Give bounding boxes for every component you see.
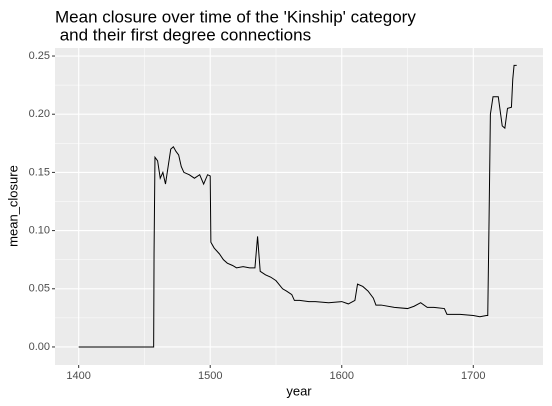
data-line [78,64,517,348]
chart-title: and their first degree connections [55,25,311,44]
x-tick-label: 1500 [198,370,222,382]
x-tick-label: 1400 [66,370,90,382]
y-tick-label: 0.20 [29,108,50,120]
y-tick-label: 0.00 [29,341,50,353]
y-tick-label: 0.15 [29,166,50,178]
y-tick-label: 0.25 [29,50,50,62]
x-tick-label: 1700 [461,370,485,382]
plot-panel [55,48,543,365]
x-axis-label: year [286,383,312,398]
y-tick-label: 0.10 [29,224,50,236]
y-axis-label: mean_closure [5,165,20,247]
x-tick-label: 1600 [330,370,354,382]
chart-title: Mean closure over time of the 'Kinship' … [55,7,416,26]
y-tick-label: 0.05 [29,283,50,295]
